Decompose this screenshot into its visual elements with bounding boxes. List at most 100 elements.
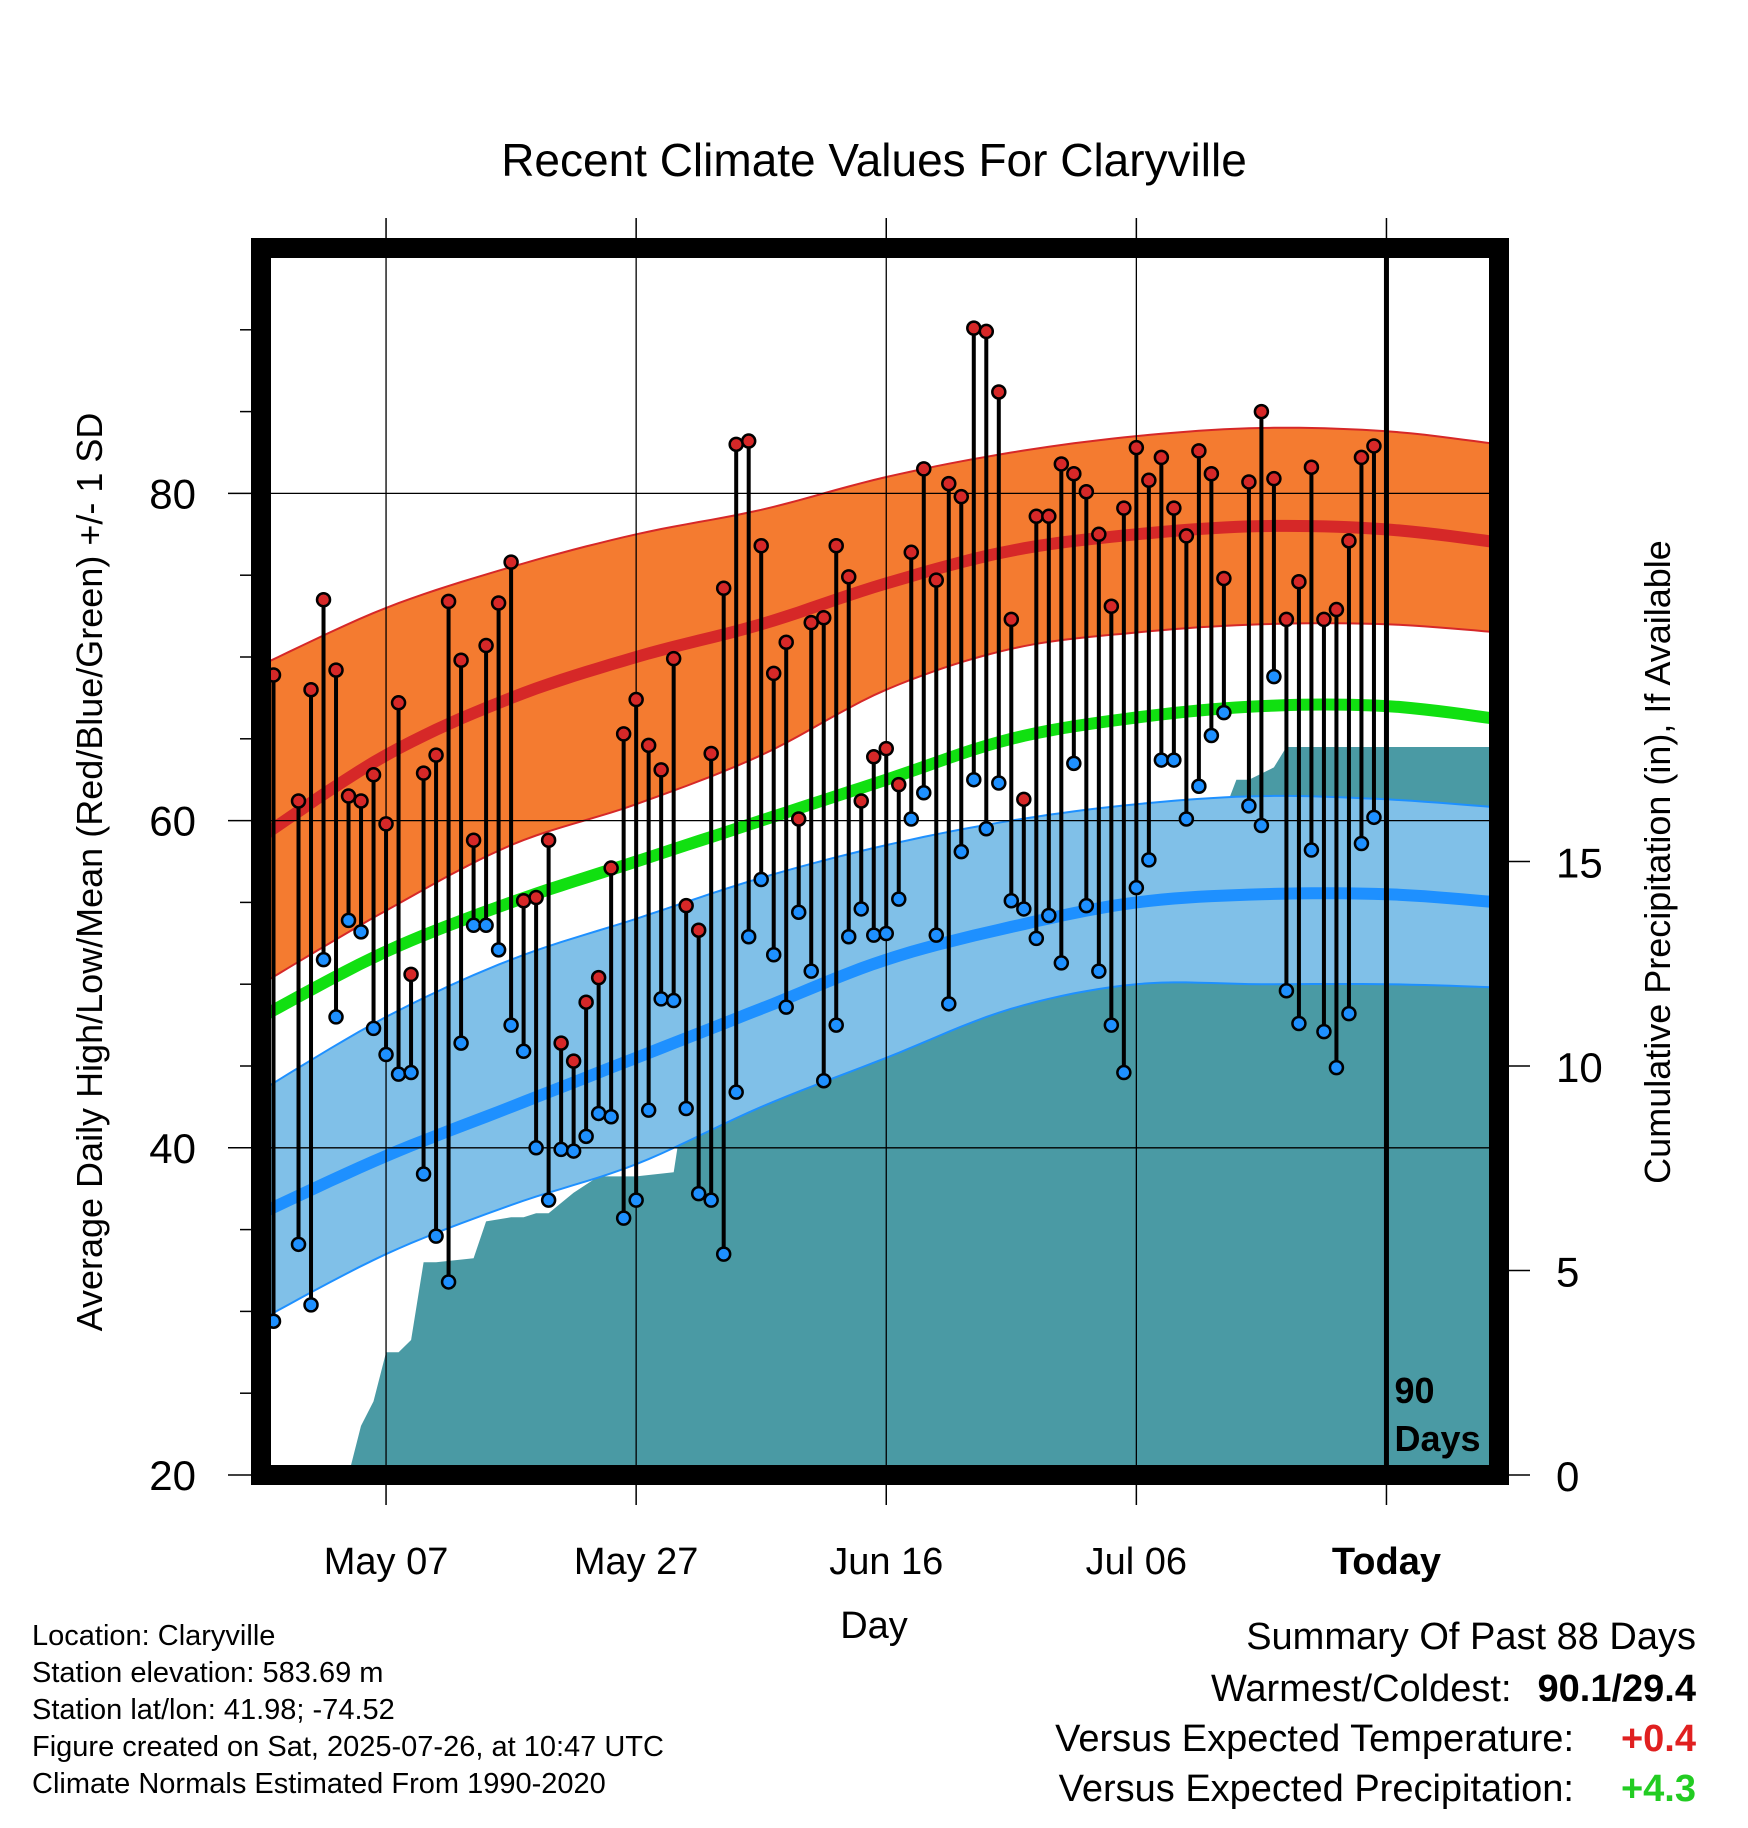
daily-low-point bbox=[665, 992, 682, 1009]
daily-high-point bbox=[403, 966, 419, 983]
y2-axis-label: Cumulative Precipitation (in), If Availa… bbox=[1637, 540, 1678, 1184]
daily-high-point bbox=[878, 740, 895, 757]
daily-low-point bbox=[828, 1017, 844, 1033]
daily-high-point bbox=[315, 591, 332, 608]
plot-frame bbox=[251, 238, 1509, 1485]
summary-precip-row: Versus Expected Precipitation: +4.3 bbox=[1055, 1764, 1696, 1814]
daily-low-point bbox=[803, 963, 819, 979]
daily-high-point bbox=[803, 614, 819, 631]
y-axis-label: Average Daily High/Low/Mean (Red/Blue/Gr… bbox=[69, 413, 110, 1332]
daily-low-point bbox=[378, 1046, 394, 1063]
daily-low-point bbox=[590, 1105, 607, 1122]
daily-low-point bbox=[315, 951, 332, 968]
daily-high-point bbox=[765, 665, 782, 682]
daily-dots bbox=[253, 320, 1382, 1329]
daily-low-point bbox=[941, 996, 957, 1012]
daily-low-point bbox=[340, 912, 357, 929]
daily-high-point bbox=[740, 433, 757, 449]
daily-high-point bbox=[1128, 439, 1145, 456]
daily-low-point bbox=[478, 917, 494, 934]
x-tick-label: Jun 16 bbox=[829, 1541, 943, 1583]
daily-high-point bbox=[578, 994, 594, 1010]
daily-high-point bbox=[966, 320, 982, 336]
y-tick-label: 20 bbox=[149, 1452, 196, 1499]
daily-low-point bbox=[1166, 752, 1182, 768]
daily-high-point bbox=[490, 595, 507, 611]
daily-high-point bbox=[715, 580, 732, 597]
temp-anomaly-value: +0.4 bbox=[1620, 1718, 1696, 1760]
daily-high-point bbox=[590, 969, 607, 986]
x-tick-label: Jul 06 bbox=[1086, 1541, 1187, 1583]
daily-low-point bbox=[503, 1017, 519, 1033]
daily-bars bbox=[259, 328, 1376, 1322]
daily-high-point bbox=[1041, 508, 1057, 525]
daily-low-point bbox=[1116, 1064, 1132, 1081]
daily-low-point bbox=[565, 1143, 582, 1159]
today-annotation-days: Days bbox=[1394, 1418, 1480, 1459]
info-created: Figure created on Sat, 2025-07-26, at 10… bbox=[32, 1731, 664, 1763]
daily-high-point bbox=[1303, 459, 1320, 475]
daily-high-point bbox=[790, 811, 807, 827]
daily-high-point bbox=[415, 765, 432, 781]
daily-high-point bbox=[1078, 484, 1095, 500]
daily-low-point bbox=[328, 1009, 344, 1025]
daily-low-point bbox=[991, 775, 1007, 791]
daily-high-point bbox=[978, 323, 995, 340]
x-tick-label: Today bbox=[1332, 1541, 1441, 1583]
daily-high-point bbox=[916, 461, 932, 477]
daily-low-point bbox=[603, 1108, 619, 1125]
daily-high-point bbox=[1278, 611, 1295, 628]
daily-low-point bbox=[1053, 955, 1070, 971]
daily-high-point bbox=[553, 1035, 569, 1051]
daily-low-point bbox=[415, 1166, 432, 1182]
daily-low-point bbox=[365, 1020, 382, 1037]
daily-high-point bbox=[690, 922, 707, 938]
y-tick-label: 80 bbox=[149, 470, 196, 517]
daily-high-point bbox=[628, 691, 644, 708]
daily-high-point bbox=[840, 569, 857, 585]
daily-low-point bbox=[553, 1141, 569, 1158]
daily-low-point bbox=[1141, 852, 1157, 868]
daily-high-point bbox=[1053, 456, 1070, 472]
daily-low-point bbox=[891, 891, 907, 907]
daily-high-point bbox=[1266, 470, 1282, 487]
warm-cold-value: 90.1/29.4 bbox=[1537, 1668, 1696, 1710]
daily-high-point bbox=[528, 889, 544, 906]
daily-low-point bbox=[1366, 809, 1382, 826]
daily-low-point bbox=[916, 785, 932, 801]
daily-low-point bbox=[765, 947, 782, 963]
daily-high-point bbox=[453, 652, 469, 669]
daily-low-point bbox=[1316, 1023, 1332, 1040]
daily-low-point bbox=[1303, 842, 1320, 858]
daily-high-point bbox=[1166, 500, 1182, 516]
daily-high-point bbox=[753, 538, 769, 554]
daily-low-point bbox=[353, 924, 369, 940]
daily-low-point bbox=[853, 901, 869, 917]
daily-high-point bbox=[1003, 611, 1020, 628]
daily-high-point bbox=[515, 893, 532, 909]
daily-low-point bbox=[1266, 668, 1282, 685]
daily-low-point bbox=[1091, 963, 1107, 979]
daily-high-point bbox=[1253, 403, 1270, 420]
daily-low-point bbox=[778, 999, 794, 1015]
daily-low-point bbox=[428, 1228, 444, 1244]
warm-cold-label: Warmest/Coldest: bbox=[1210, 1668, 1512, 1710]
daily-low-point bbox=[1078, 897, 1095, 914]
daily-low-point bbox=[978, 821, 995, 837]
info-latlon: Station lat/lon: 41.98; -74.52 bbox=[32, 1694, 395, 1726]
daily-high-point bbox=[853, 793, 869, 809]
daily-high-point bbox=[1103, 598, 1120, 615]
summary-heading: Summary Of Past 88 Days bbox=[1246, 1616, 1696, 1658]
daily-low-point bbox=[1066, 755, 1082, 772]
y-tick-label: 60 bbox=[149, 798, 196, 845]
daily-low-point bbox=[1353, 835, 1370, 852]
daily-low-point bbox=[615, 1210, 632, 1226]
daily-high-point bbox=[1116, 500, 1132, 516]
daily-low-point bbox=[865, 927, 882, 943]
daily-high-point bbox=[540, 832, 557, 848]
daily-low-point bbox=[878, 925, 895, 942]
daily-low-point bbox=[290, 1236, 307, 1253]
daily-high-point bbox=[328, 662, 344, 678]
info-elevation: Station elevation: 583.69 m bbox=[32, 1657, 384, 1689]
